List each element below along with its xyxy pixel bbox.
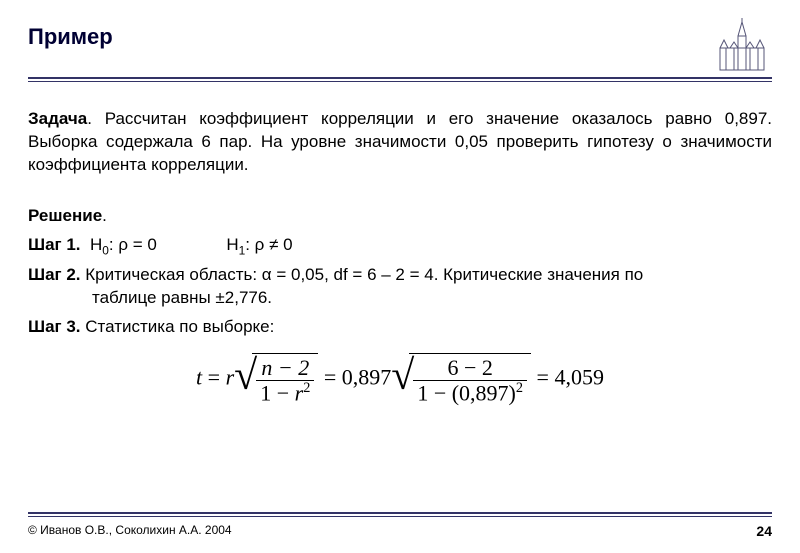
sqrt-2: √ 6 − 2 1 − (0,897)2 — [391, 353, 531, 406]
content: Задача. Рассчитан коэффициент корреляции… — [28, 82, 772, 406]
frac1-num: n − 2 — [256, 356, 314, 381]
eq1: = — [202, 364, 225, 389]
page-number: 24 — [756, 523, 772, 539]
slide-title: Пример — [28, 18, 113, 50]
h1-letter: H — [226, 235, 238, 254]
frac2-num: 6 − 2 — [413, 356, 527, 381]
formula: t = r √ n − 2 1 − r2 = 0,897 √ 6 − 2 1 −… — [28, 353, 772, 406]
step1-label: Шаг 1. — [28, 235, 81, 254]
header: Пример — [28, 18, 772, 73]
footer-rule-thin — [28, 516, 772, 517]
slide: Пример — [0, 0, 800, 553]
university-logo — [712, 18, 772, 73]
frac-1: n − 2 1 − r2 — [256, 356, 314, 406]
frac1-den-b: r — [295, 381, 304, 406]
r-var: r — [226, 364, 235, 389]
step1-body: H0: ρ = 0 H1: ρ ≠ 0 — [85, 235, 292, 254]
step-2: Шаг 2. Критическая область: α = 0,05, df… — [28, 264, 772, 310]
sqrt2-body: 6 − 2 1 − (0,897)2 — [409, 353, 531, 406]
problem-text: . Рассчитан коэффициент корреляции и его… — [28, 109, 772, 174]
frac1-num-text: n − 2 — [261, 355, 309, 380]
step3-text: Статистика по выборке: — [81, 317, 275, 336]
step2-label: Шаг 2. — [28, 265, 81, 284]
footer-row: © Иванов О.В., Соколихин А.А. 2004 24 — [28, 523, 772, 539]
solution-label: Решение — [28, 206, 102, 225]
solution-label-line: Решение. — [28, 205, 772, 228]
result: = 4,059 — [531, 364, 604, 389]
frac2-den-a: 1 − (0,897) — [417, 381, 516, 406]
copyright: © Иванов О.В., Соколихин А.А. 2004 — [28, 523, 232, 539]
step2-text2: таблице равны ±2,776. — [28, 287, 772, 310]
step-1: Шаг 1. H0: ρ = 0 H1: ρ ≠ 0 — [28, 234, 772, 258]
footer: © Иванов О.В., Соколихин А.А. 2004 24 — [28, 512, 772, 539]
sqrt1-body: n − 2 1 − r2 — [252, 353, 318, 406]
step2-text1: Критическая область: α = 0,05, df = 6 – … — [81, 265, 644, 284]
header-rule-thick — [28, 77, 772, 79]
frac-2: 6 − 2 1 − (0,897)2 — [413, 356, 527, 406]
frac2-den: 1 − (0,897)2 — [413, 381, 527, 406]
radical-icon-2: √ — [391, 355, 414, 408]
problem-paragraph: Задача. Рассчитан коэффициент корреляции… — [28, 108, 772, 177]
frac1-den: 1 − r2 — [256, 381, 314, 406]
h1-text: : ρ ≠ 0 — [245, 235, 292, 254]
mid-val: = 0,897 — [318, 364, 391, 389]
h0-letter: H — [90, 235, 102, 254]
frac1-den-a: 1 − — [260, 381, 294, 406]
radical-icon: √ — [234, 355, 257, 408]
footer-rule-thick — [28, 512, 772, 514]
frac2-den-sup: 2 — [516, 380, 523, 396]
solution-block: Решение. Шаг 1. H0: ρ = 0 H1: ρ ≠ 0 Шаг … — [28, 205, 772, 406]
h0-sub: 0 — [102, 243, 109, 257]
problem-label: Задача — [28, 109, 87, 128]
sqrt-1: √ n − 2 1 − r2 — [234, 353, 318, 406]
step-3: Шаг 3. Статистика по выборке: — [28, 316, 772, 339]
h0-text: : ρ = 0 — [109, 235, 157, 254]
step3-label: Шаг 3. — [28, 317, 81, 336]
frac1-den-sup: 2 — [303, 380, 310, 396]
